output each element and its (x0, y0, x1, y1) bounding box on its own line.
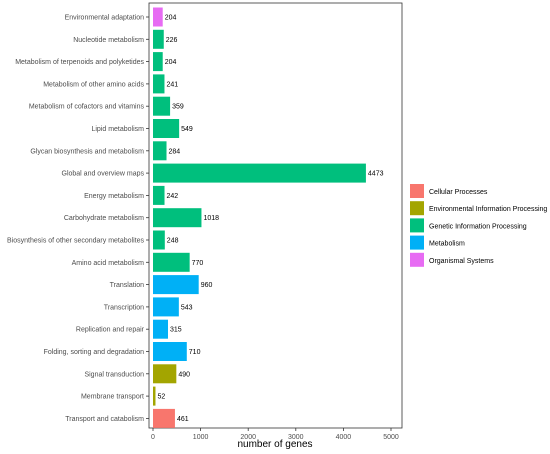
category-label-folding-sorting-and-degradation: Folding, sorting and degradation (44, 349, 145, 356)
category-label-translation: Translation (110, 282, 144, 289)
value-label-metabolism-of-cofactors-and-vitamins: 359 (172, 104, 184, 111)
bar-transport-and-catabolism (153, 408, 175, 428)
legend-label-genetic-information-processing: Genetic Information Processing (429, 223, 527, 230)
bar-metabolism-of-terpenoids-and-polyketides (153, 52, 163, 72)
x-tick-label-0: 0 (151, 434, 155, 441)
bar-amino-acid-metabolism (153, 252, 190, 272)
value-label-environmental-adaptation: 204 (165, 15, 177, 22)
legend-swatch-cellular-processes (410, 184, 424, 198)
value-label-metabolism-of-terpenoids-and-polyketides: 204 (165, 59, 177, 66)
legend-label-cellular-processes: Cellular Processes (429, 189, 488, 196)
category-labels: Environmental adaptation Nucleotide metab… (7, 15, 149, 423)
bar-biosynthesis-of-other-secondary-metabolites (153, 230, 165, 250)
bar-membrane-transport (153, 386, 156, 406)
value-label-global-and-overview-maps: 4473 (368, 171, 384, 178)
value-label-transport-and-catabolism: 461 (177, 416, 189, 423)
bar-carbohydrate-metabolism (153, 208, 202, 228)
category-label-metabolism-of-cofactors-and-vitamins: Metabolism of cofactors and vitamins (29, 104, 145, 111)
value-label-membrane-transport: 52 (157, 394, 165, 401)
bar-metabolism-of-cofactors-and-vitamins (153, 96, 171, 116)
value-label-translation: 960 (201, 282, 213, 289)
bars: 204 226 204 241 359 549 284 4473 242 1018 248 770 96… (153, 7, 384, 428)
category-label-environmental-adaptation: Environmental adaptation (65, 15, 144, 22)
x-tick-label-5000: 5000 (383, 434, 399, 441)
value-label-folding-sorting-and-degradation: 710 (189, 349, 201, 356)
x-tick-label-1000: 1000 (193, 434, 209, 441)
value-label-carbohydrate-metabolism: 1018 (203, 215, 219, 222)
category-label-global-and-overview-maps: Global and overview maps (62, 171, 145, 178)
category-label-metabolism-of-other-amino-acids: Metabolism of other amino acids (43, 81, 144, 88)
value-label-transcription: 543 (181, 304, 193, 311)
x-axis-title: number of genes (237, 439, 312, 450)
legend-swatch-genetic-information-processing (410, 218, 424, 233)
bar-lipid-metabolism (153, 119, 180, 138)
value-label-lipid-metabolism: 549 (181, 126, 193, 133)
value-label-replication-and-repair: 315 (170, 327, 182, 334)
bar-glycan-biosynthesis-and-metabolism (153, 141, 167, 161)
bar-signal-transduction (153, 364, 177, 384)
bar-replication-and-repair (153, 319, 168, 339)
category-label-signal-transduction: Signal transduction (84, 371, 144, 378)
category-label-biosynthesis-of-other-secondary-metabolites: Biosynthesis of other secondary metaboli… (7, 238, 144, 245)
category-label-lipid-metabolism: Lipid metabolism (91, 126, 144, 133)
value-label-biosynthesis-of-other-secondary-metabolites: 248 (167, 238, 179, 245)
category-label-replication-and-repair: Replication and repair (76, 327, 145, 334)
value-label-amino-acid-metabolism: 770 (192, 260, 204, 267)
x-tick-label-4000: 4000 (336, 434, 352, 441)
bar-energy-metabolism (153, 185, 165, 205)
value-label-glycan-biosynthesis-and-metabolism: 284 (169, 148, 181, 155)
bar-folding-sorting-and-degradation (153, 342, 187, 361)
legend-label-environmental-information-processing: Environmental Information Processing (429, 206, 547, 213)
category-label-carbohydrate-metabolism: Carbohydrate metabolism (64, 215, 144, 222)
legend-swatch-environmental-information-processing (410, 201, 424, 216)
legend-swatch-metabolism (410, 235, 424, 250)
category-label-amino-acid-metabolism: Amino acid metabolism (72, 260, 145, 267)
x-tick-label-3000: 3000 (288, 434, 304, 441)
x-axis: 0 1000 2000 3000 4000 5000 (151, 428, 399, 441)
category-label-nucleotide-metabolism: Nucleotide metabolism (73, 37, 144, 44)
category-label-energy-metabolism: Energy metabolism (84, 193, 144, 200)
value-label-energy-metabolism: 242 (167, 193, 179, 200)
x-tick-label-2000: 2000 (240, 434, 256, 441)
bar-translation (153, 275, 199, 295)
value-label-signal-transduction: 490 (178, 371, 190, 378)
category-label-transport-and-catabolism: Transport and catabolism (65, 416, 144, 423)
legend: Cellular Processes Environmental Informat… (410, 184, 547, 267)
legend-label-organismal-systems: Organismal Systems (429, 258, 494, 265)
bar-nucleotide-metabolism (153, 29, 164, 49)
bar-metabolism-of-other-amino-acids (153, 74, 165, 94)
category-label-glycan-biosynthesis-and-metabolism: Glycan biosynthesis and metabolism (30, 148, 144, 155)
bar-environmental-adaptation (153, 7, 163, 27)
value-label-nucleotide-metabolism: 226 (166, 37, 178, 44)
legend-label-metabolism: Metabolism (429, 241, 465, 248)
category-label-membrane-transport: Membrane transport (81, 394, 144, 401)
category-label-transcription: Transcription (104, 304, 144, 311)
legend-swatch-organismal-systems (410, 252, 424, 267)
category-label-metabolism-of-terpenoids-and-polyketides: Metabolism of terpenoids and polyketides (15, 59, 144, 66)
bar-transcription (153, 297, 179, 317)
value-label-metabolism-of-other-amino-acids: 241 (166, 81, 178, 88)
bar-global-and-overview-maps (153, 163, 366, 183)
